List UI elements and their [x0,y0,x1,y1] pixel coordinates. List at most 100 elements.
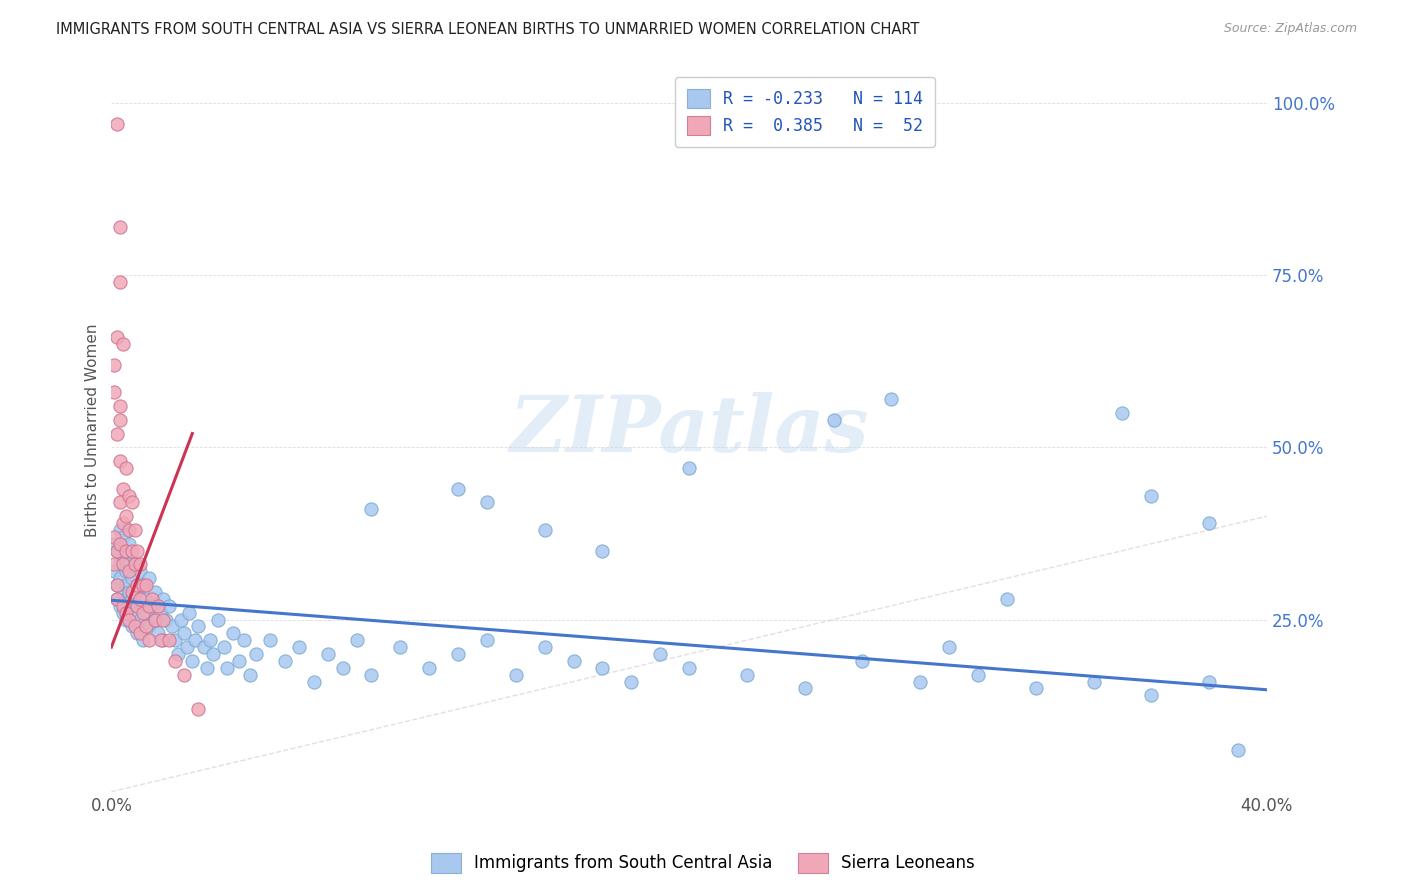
Point [127,578,149,592]
Point [176,640,198,654]
Point [132,599,155,613]
Point [121,619,143,633]
Point [111,482,134,496]
Point [111,599,134,613]
Point [105,578,128,592]
Point [118,564,141,578]
Point [124,558,146,572]
Point [115,613,138,627]
Point [447,482,470,496]
Point [967,667,990,681]
Point [127,626,149,640]
Point [173,667,195,681]
Point [105,578,128,592]
Point [157,633,180,648]
Point [447,647,470,661]
Point [146,599,169,613]
Point [141,591,163,606]
Point [678,661,700,675]
Point [111,606,134,620]
Point [1025,681,1047,696]
Point [198,633,221,648]
Point [108,558,131,572]
Point [121,571,143,585]
Point [332,661,354,675]
Point [103,558,125,572]
Point [132,633,155,648]
Point [166,647,188,661]
Point [149,633,172,648]
Point [129,591,152,606]
Point [105,591,128,606]
Point [910,674,932,689]
Point [105,117,128,131]
Point [127,543,149,558]
Point [181,654,204,668]
Point [127,578,149,592]
Point [105,330,128,344]
Point [1140,688,1163,702]
Point [108,219,131,234]
Point [146,626,169,640]
Point [1111,406,1133,420]
Point [108,399,131,413]
Point [138,599,160,613]
Point [118,489,141,503]
Point [173,626,195,640]
Point [201,647,224,661]
Point [995,591,1018,606]
Point [105,591,128,606]
Point [360,667,382,681]
Point [138,571,160,585]
Point [678,461,700,475]
Point [127,599,149,613]
Point [228,654,250,668]
Point [215,661,238,675]
Text: Source: ZipAtlas.com: Source: ZipAtlas.com [1223,22,1357,36]
Point [103,530,125,544]
Point [111,337,134,351]
Point [1198,674,1220,689]
Point [135,578,157,592]
Point [124,585,146,599]
Point [533,523,555,537]
Point [170,613,193,627]
Point [105,426,128,441]
Point [650,647,672,661]
Point [111,585,134,599]
Point [620,674,643,689]
Point [108,454,131,468]
Point [135,591,157,606]
Point [735,667,758,681]
Point [880,392,903,406]
Point [274,654,297,668]
Point [187,619,209,633]
Point [346,633,368,648]
Point [105,543,128,558]
Point [129,613,152,627]
Point [138,619,160,633]
Point [111,516,134,530]
Point [132,578,155,592]
Point [793,681,815,696]
Point [222,626,245,640]
Text: IMMIGRANTS FROM SOUTH CENTRAL ASIA VS SIERRA LEONEAN BIRTHS TO UNMARRIED WOMEN C: IMMIGRANTS FROM SOUTH CENTRAL ASIA VS SI… [56,22,920,37]
Point [475,495,498,509]
Y-axis label: Births to Unmarried Women: Births to Unmarried Women [86,324,100,537]
Point [259,633,281,648]
Point [316,647,339,661]
Point [184,633,207,648]
Point [115,543,138,558]
Point [823,413,845,427]
Point [505,667,527,681]
Point [163,633,186,648]
Point [152,613,174,627]
Point [105,543,128,558]
Point [533,640,555,654]
Point [152,633,174,648]
Point [302,674,325,689]
Point [121,585,143,599]
Point [118,537,141,551]
Point [360,502,382,516]
Point [143,585,166,599]
